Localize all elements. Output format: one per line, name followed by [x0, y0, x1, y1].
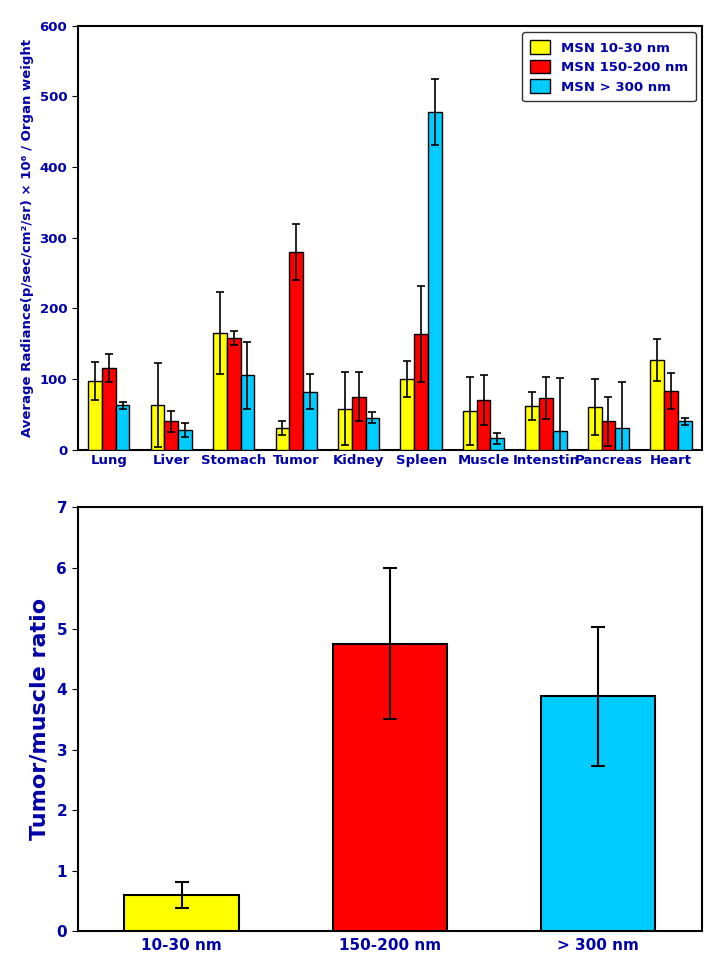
Bar [677, 422, 691, 450]
Bar [553, 431, 567, 450]
Bar [352, 396, 366, 450]
Bar [124, 895, 239, 931]
Bar [213, 333, 227, 450]
Y-axis label: Tumor/muscle ratio: Tumor/muscle ratio [30, 598, 49, 841]
Bar [526, 406, 539, 450]
Bar [333, 644, 447, 931]
Bar [178, 430, 192, 450]
Bar [414, 334, 428, 450]
Bar [428, 112, 442, 450]
Bar [289, 252, 303, 450]
Bar [541, 696, 655, 931]
Bar [338, 409, 352, 450]
Bar [227, 338, 241, 450]
Bar [602, 422, 615, 450]
Bar [615, 429, 629, 450]
Bar [150, 405, 164, 450]
Bar [303, 392, 317, 450]
Bar [588, 407, 602, 450]
Bar [164, 422, 178, 450]
Y-axis label: Average Radiance(p/sec/cm²/sr) × 10⁶ / Organ weight: Average Radiance(p/sec/cm²/sr) × 10⁶ / O… [21, 39, 34, 436]
Bar [650, 359, 664, 450]
Bar [463, 411, 476, 450]
Bar [88, 381, 102, 450]
Bar [490, 438, 504, 450]
Bar [116, 405, 129, 450]
Legend: MSN 10-30 nm, MSN 150-200 nm, MSN > 300 nm: MSN 10-30 nm, MSN 150-200 nm, MSN > 300 … [522, 32, 696, 101]
Bar [366, 418, 380, 450]
Bar [102, 368, 116, 450]
Bar [476, 400, 490, 450]
Bar [275, 429, 289, 450]
Bar [539, 398, 553, 450]
Bar [241, 375, 254, 450]
Bar [401, 379, 414, 450]
Bar [664, 391, 677, 450]
